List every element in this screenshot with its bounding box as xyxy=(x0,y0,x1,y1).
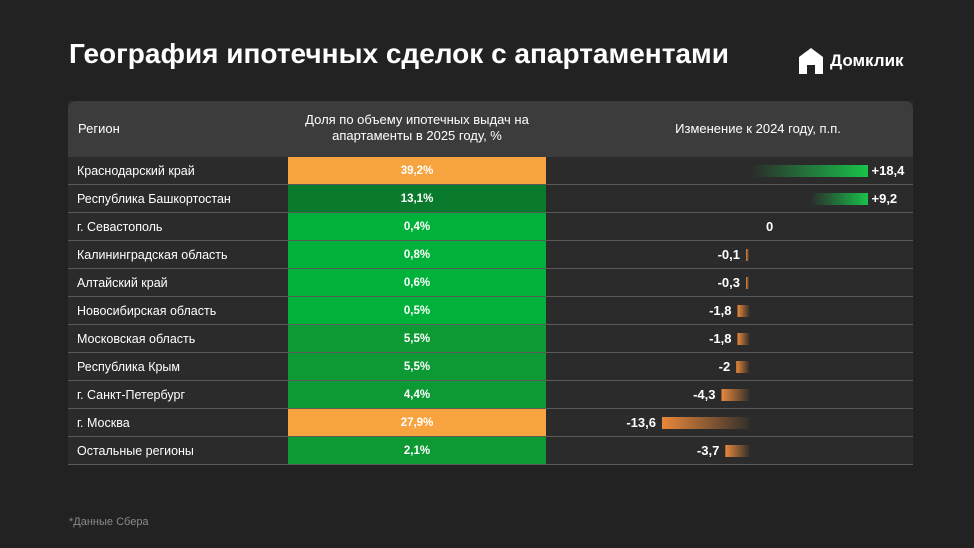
table-row: Республика Крым 5,5% -2 xyxy=(68,353,913,381)
brand-name: Домклик xyxy=(830,51,904,70)
change-label: -0,1 xyxy=(717,247,740,262)
region-name: Краснодарский край xyxy=(77,164,195,178)
change-label: +18,4 xyxy=(871,163,905,178)
change-bar-negative xyxy=(721,389,749,401)
change-bar-negative xyxy=(661,417,749,429)
domclick-house-icon xyxy=(799,48,823,74)
change-bar-positive xyxy=(750,165,869,177)
change-label: -4,3 xyxy=(693,387,716,402)
change-label: -1,8 xyxy=(709,331,732,346)
footnote: *Данные Сбера xyxy=(69,516,149,528)
change-label: -1,8 xyxy=(709,303,732,318)
table-row: г. Севастополь 0,4% 0 xyxy=(68,213,913,241)
share-cell: 0,4% xyxy=(288,213,546,240)
table-row: г. Санкт-Петербург 4,4% -4,3 xyxy=(68,381,913,409)
column-header-region: Регион xyxy=(78,121,120,136)
change-label: +9,2 xyxy=(871,191,898,206)
share-cell: 13,1% xyxy=(288,185,546,212)
page-title: География ипотечных сделок с апартамента… xyxy=(69,38,729,69)
region-name: г. Санкт-Петербург xyxy=(77,388,186,402)
table-row: Республика Башкортостан 13,1% +9,2 xyxy=(68,185,913,213)
table-row: Калининградская область 0,8% -0,1 xyxy=(68,241,913,269)
change-bar-negative xyxy=(725,445,749,457)
change-bar-positive xyxy=(809,193,869,205)
share-cell: 5,5% xyxy=(288,325,546,352)
table-row: г. Москва 27,9% -13,6 xyxy=(68,409,913,437)
table-row: Новосибирская область 0,5% -1,8 xyxy=(68,297,913,325)
share-cell: 4,4% xyxy=(288,381,546,408)
share-cell: 39,2% xyxy=(288,157,546,184)
column-header-share: Доля по объему ипотечных выдач на апарта… xyxy=(305,112,529,143)
region-name: г. Севастополь xyxy=(77,220,163,234)
change-bar-negative xyxy=(736,361,749,373)
region-name: г. Москва xyxy=(77,416,130,430)
table-row: Московская область 5,5% -1,8 xyxy=(68,325,913,353)
change-bar-negative xyxy=(737,305,749,317)
change-label: -0,3 xyxy=(717,275,740,290)
table-row: Остальные регионы 2,1% -3,7 xyxy=(68,437,913,465)
change-label: -3,7 xyxy=(696,443,720,458)
table-row: Краснодарский край 39,2% +18,4 xyxy=(68,157,913,185)
share-cell: 27,9% xyxy=(288,409,546,436)
share-cell: 5,5% xyxy=(288,353,546,380)
brand-logo: Домклик xyxy=(797,46,904,76)
column-header-change: Изменение к 2024 году, п.п. xyxy=(675,121,841,136)
change-bar-negative xyxy=(746,249,749,261)
change-label: 0 xyxy=(766,219,774,234)
region-name: Остальные регионы xyxy=(77,444,194,458)
share-cell: 0,5% xyxy=(288,297,546,324)
table-row: Алтайский край 0,6% -0,3 xyxy=(68,269,913,297)
region-name: Республика Крым xyxy=(77,360,181,374)
region-name: Калининградская область xyxy=(77,248,228,262)
change-label: -2 xyxy=(718,359,731,374)
region-name: Республика Башкортостан xyxy=(77,192,231,206)
region-name: Московская область xyxy=(77,332,196,346)
share-cell: 0,6% xyxy=(288,269,546,296)
share-cell: 0,8% xyxy=(288,241,546,268)
change-label: -13,6 xyxy=(626,415,656,430)
table-header: Регион Доля по объему ипотечных выдач на… xyxy=(68,101,913,157)
change-bar-negative xyxy=(746,277,749,289)
share-cell: 2,1% xyxy=(288,437,546,464)
data-table: Регион Доля по объему ипотечных выдач на… xyxy=(68,101,913,465)
region-name: Алтайский край xyxy=(77,276,168,290)
change-bar-negative xyxy=(737,333,749,345)
region-name: Новосибирская область xyxy=(77,304,217,318)
